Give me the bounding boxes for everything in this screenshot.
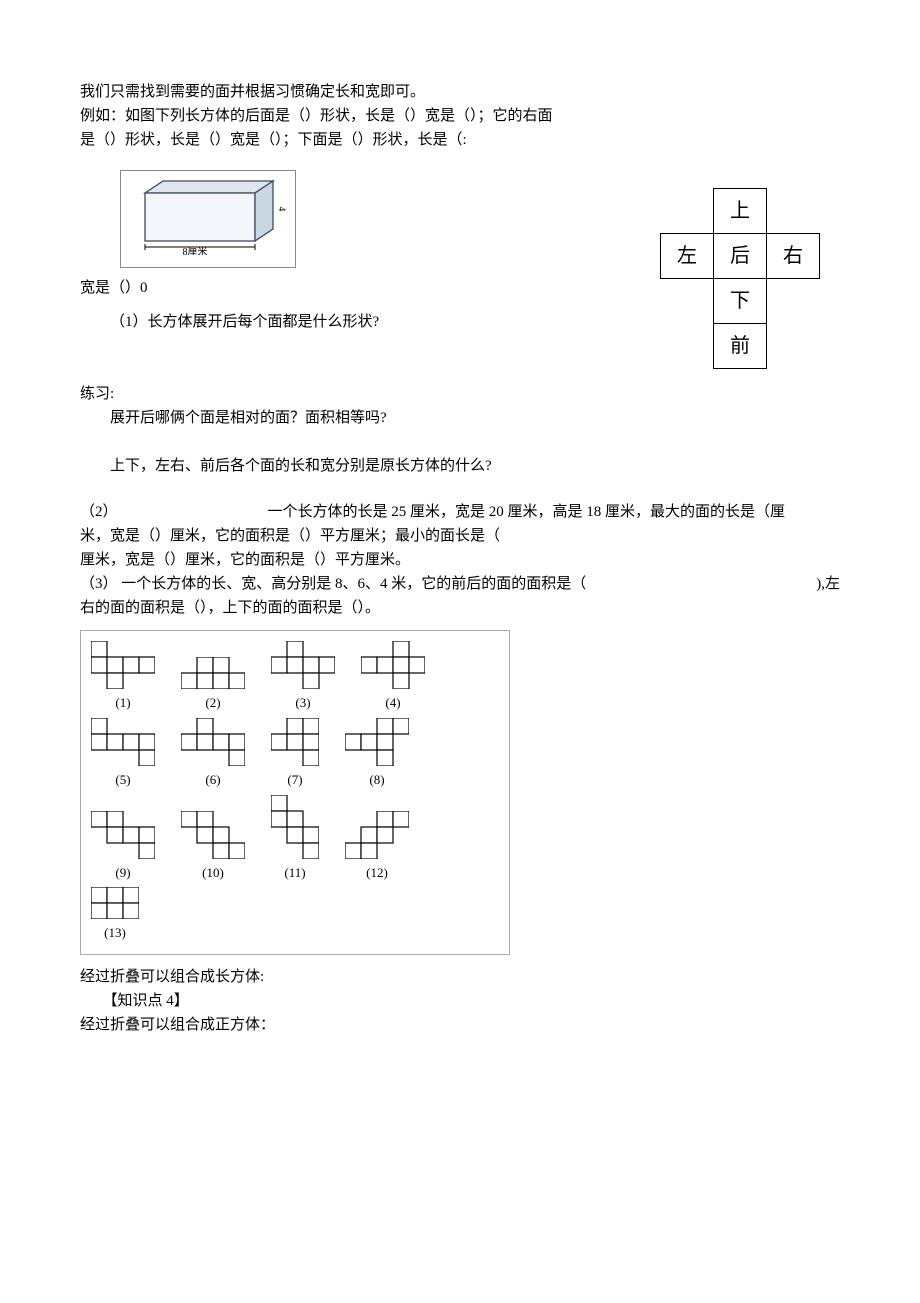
q3-line1a: （3） 一个长方体的长、宽、高分别是 8、6、4 米，它的前后的面的面积是（ bbox=[80, 572, 586, 596]
cuboid-length-label: 8厘米 bbox=[183, 245, 208, 255]
net-cell-back: 后 bbox=[714, 234, 767, 279]
q3-line1b: ),左 bbox=[816, 572, 840, 596]
net-cell-bottom: 下 bbox=[714, 279, 767, 324]
footer-line-2: 【知识点 4】 bbox=[80, 989, 840, 1013]
svg-text:4: 4 bbox=[277, 207, 287, 212]
net-label-10: (10) bbox=[202, 863, 224, 884]
cube-nets-figure: (1) (2) (3) (4) (5) (6) (7) (8) (9) (10) (11) (12) (… bbox=[80, 630, 510, 955]
q2-prefix: （2） bbox=[80, 504, 118, 520]
net-label-3: (3) bbox=[295, 693, 310, 714]
question-3-line1: （3） 一个长方体的长、宽、高分别是 8、6、4 米，它的前后的面的面积是（ )… bbox=[80, 572, 840, 596]
net-label-1: (1) bbox=[115, 693, 130, 714]
question-2-line1: （2） 一个长方体的长是 25 厘米，宽是 20 厘米，高是 18 厘米，最大的面… bbox=[80, 500, 840, 524]
net-pattern-9: (9) bbox=[91, 811, 155, 884]
net-label-2: (2) bbox=[205, 693, 220, 714]
net-label-4: (4) bbox=[385, 693, 400, 714]
net-pattern-8: (8) bbox=[345, 718, 409, 791]
net-pattern-11: (11) bbox=[271, 795, 319, 884]
cuboid-icon: 8厘米 4 bbox=[127, 179, 287, 255]
net-cell-right: 右 bbox=[767, 234, 820, 279]
net-pattern-10: (10) bbox=[181, 811, 245, 884]
question-2-line2: 米，宽是（）厘米，它的面积是（）平方厘米；最小的面长是（ bbox=[80, 524, 840, 548]
net-label-9: (9) bbox=[115, 863, 130, 884]
net-pattern-4: (4) bbox=[361, 641, 425, 714]
practice-q2: 上下，左右、前后各个面的长和宽分别是原长方体的什么? bbox=[80, 454, 840, 478]
net-label-12: (12) bbox=[366, 863, 388, 884]
net-label-7: (7) bbox=[287, 770, 302, 791]
net-label-11: (11) bbox=[284, 863, 305, 884]
intro-line-1: 我们只需找到需要的面并根据习惯确定长和宽即可。 bbox=[80, 80, 840, 104]
net-pattern-12: (12) bbox=[345, 811, 409, 884]
net-cell-top: 上 bbox=[714, 189, 767, 234]
practice-q1: 展开后哪俩个面是相对的面？面积相等吗? bbox=[80, 406, 840, 430]
net-pattern-6: (6) bbox=[181, 718, 245, 791]
question-2-line3: 厘米，宽是（）厘米，它的面积是（）平方厘米。 bbox=[80, 548, 840, 572]
net-cell-left: 左 bbox=[661, 234, 714, 279]
net-pattern-3: (3) bbox=[271, 641, 335, 714]
q2-text1: 一个长方体的长是 25 厘米，宽是 20 厘米，高是 18 厘米，最大的面的长是… bbox=[268, 504, 786, 520]
net-label-13: (13) bbox=[104, 923, 126, 944]
net-pattern-5: (5) bbox=[91, 718, 155, 791]
net-pattern-1: (1) bbox=[91, 641, 155, 714]
intro-line-3: 是（）形状，长是（）宽是（）；下面是（）形状，长是（: bbox=[80, 128, 840, 152]
net-pattern-7: (7) bbox=[271, 718, 319, 791]
net-label-8: (8) bbox=[369, 770, 384, 791]
cuboid-net-diagram: 上 左后右 下 前 bbox=[660, 188, 820, 369]
practice-label: 练习: bbox=[80, 382, 840, 406]
net-label-6: (6) bbox=[205, 770, 220, 791]
page-content: 我们只需找到需要的面并根据习惯确定长和宽即可。 例如：如图下列长方体的后面是（）… bbox=[80, 80, 840, 1037]
net-cell-front: 前 bbox=[714, 324, 767, 369]
question-3-line2: 右的面的面积是（），上下的面的面积是（）。 bbox=[80, 596, 840, 620]
footer-line-1: 经过折叠可以组合成长方体: bbox=[80, 965, 840, 989]
intro-line-2: 例如：如图下列长方体的后面是（）形状，长是（）宽是（）；它的右面 bbox=[80, 104, 840, 128]
net-label-5: (5) bbox=[115, 770, 130, 791]
footer-line-3: 经过折叠可以组合成正方体： bbox=[80, 1013, 840, 1037]
net-pattern-2: (2) bbox=[181, 657, 245, 714]
cuboid-figure: 8厘米 4 bbox=[120, 170, 296, 268]
net-pattern-13: (13) bbox=[91, 887, 139, 944]
